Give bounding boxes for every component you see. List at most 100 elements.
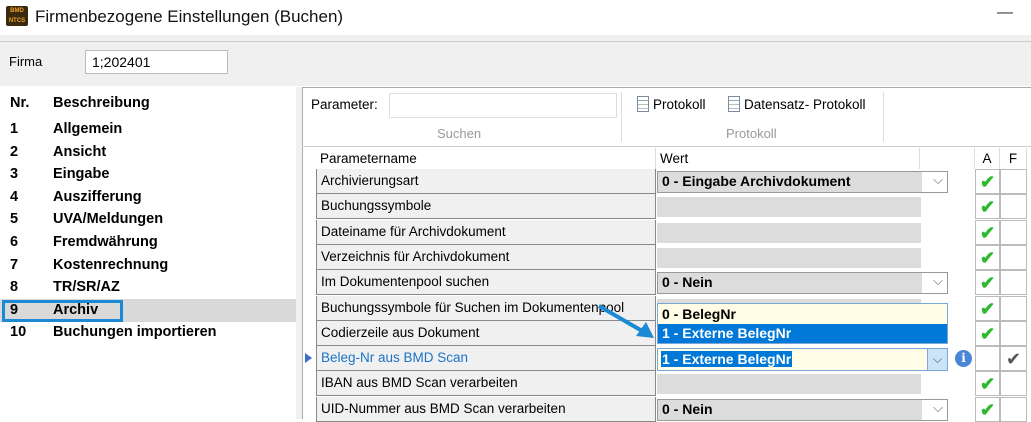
value-combobox[interactable]: 0 - Nein ⌵ [657, 272, 948, 295]
parameter-name: Verzeichnis für Archivdokument [316, 244, 656, 270]
category-nr: 9 [10, 301, 19, 318]
parameter-row[interactable]: Verzeichnis für Archivdokument ✔ [302, 244, 1031, 270]
info-icon[interactable]: i [955, 350, 972, 368]
column-header-f[interactable]: F [1000, 148, 1027, 169]
category-item-10[interactable]: 10 Buchungen importieren [0, 321, 296, 344]
category-nr: 8 [10, 279, 19, 296]
category-nr: 6 [10, 234, 19, 250]
parameter-name: IBAN aus BMD Scan verarbeiten [316, 371, 656, 397]
category-item-2[interactable]: 2 Ansicht [0, 141, 296, 164]
chevron-down-icon[interactable]: ⌵ [933, 172, 943, 187]
parameter-search-input[interactable] [389, 93, 617, 118]
f-checkmark-icon[interactable] [1000, 371, 1027, 397]
value-dropdown-list: 0 - BelegNr 1 - Externe BelegNr [657, 303, 948, 344]
a-checkmark-icon[interactable]: ✔ [975, 320, 1000, 346]
f-checkmark-icon[interactable] [1000, 219, 1027, 245]
parameter-name: Dateiname für Archivdokument [316, 219, 656, 245]
protokoll-group-label: Protokoll [726, 126, 777, 141]
chevron-down-icon[interactable]: ⌵ [927, 349, 947, 371]
parameter-name: Im Dokumentenpool suchen [316, 270, 656, 296]
divider [0, 35, 1031, 41]
parameter-row[interactable]: Dateiname für Archivdokument ✔ [302, 219, 1031, 245]
a-checkmark-icon[interactable]: ✔ [975, 270, 1000, 296]
chevron-down-icon[interactable]: ⌵ [933, 399, 943, 415]
value-combobox[interactable]: 0 - Eingabe Archivdokument ⌵ [657, 171, 948, 193]
minimize-button[interactable]: — [997, 4, 1013, 21]
row-indicator-icon [305, 353, 312, 364]
category-label: Fremdwährung [53, 234, 158, 250]
column-header-a[interactable]: A [975, 148, 1000, 169]
a-checkmark-icon[interactable]: ✔ [975, 371, 1000, 397]
category-item-1[interactable]: 1 Allgemein [0, 118, 296, 141]
firma-input[interactable]: 1;202401 [85, 50, 228, 74]
parameter-row[interactable]: Archivierungsart 0 - Eingabe Archivdokume… [302, 169, 1031, 194]
firma-label: Firma [9, 54, 43, 69]
parameter-row[interactable]: Im Dokumentenpool suchen 0 - Nein ⌵ ✔ [302, 270, 1031, 296]
value-text: 0 - Eingabe Archivdokument [658, 172, 922, 192]
value-field[interactable] [657, 374, 921, 395]
a-checkmark-icon[interactable]: ✔ [975, 169, 1000, 194]
category-item-3[interactable]: 3 Eingabe [0, 163, 296, 186]
dropdown-option-selected[interactable]: 1 - Externe BelegNr [658, 324, 947, 343]
category-item-9[interactable]: 9 Archiv [0, 298, 296, 322]
parameter-label: Parameter: [311, 97, 378, 112]
parameter-name: Buchungssymbole [316, 194, 656, 220]
category-label: Buchungen importieren [53, 324, 217, 341]
value-text: 1 - Externe BelegNr [661, 351, 793, 368]
parameter-row[interactable]: UID-Nummer aus BMD Scan verarbeiten 0 - N… [302, 396, 1031, 422]
divider [621, 92, 622, 142]
category-item-4[interactable]: 4 Auszifferung [0, 186, 296, 209]
parameter-row[interactable]: IBAN aus BMD Scan verarbeiten ✔ [302, 371, 1031, 397]
protokoll-label: Protokoll [653, 96, 706, 112]
parameter-name: UID-Nummer aus BMD Scan verarbeiten [316, 396, 656, 422]
header-nr: Nr. [10, 95, 30, 111]
category-nr: 10 [10, 324, 27, 341]
a-checkmark-icon[interactable]: ✔ [975, 219, 1000, 245]
a-checkmark-icon[interactable]: ✔ [975, 295, 1000, 321]
category-label: UVA/Meldungen [53, 211, 164, 228]
value-field[interactable] [657, 247, 921, 268]
document-icon [728, 96, 740, 112]
category-list: Nr. Beschreibung 1 Allgemein 2 Ansicht 3 Eing… [0, 87, 296, 419]
parameter-row[interactable]: Beleg-Nr aus BMD Scan 1 - Externe BelegN… [302, 346, 1031, 372]
parameter-row[interactable]: Buchungssymbole ✔ [302, 194, 1031, 220]
f-checkmark-icon[interactable] [1000, 396, 1027, 422]
datensatz-protokoll-button[interactable]: Datensatz- Protokoll [728, 96, 866, 112]
a-checkmark-icon[interactable]: ✔ [975, 396, 1000, 422]
category-label: Kostenrechnung [53, 256, 169, 273]
f-checkmark-icon[interactable] [1000, 270, 1027, 296]
category-item-5[interactable]: 5 UVA/Meldungen [0, 208, 296, 231]
category-item-8[interactable]: 8 TR/SR/AZ [0, 276, 296, 299]
column-header-blank [920, 148, 975, 169]
f-checkmark-icon[interactable] [1000, 320, 1027, 346]
category-label: Ansicht [53, 143, 107, 160]
selection-highlight [2, 300, 123, 322]
f-checkmark-icon[interactable] [1000, 194, 1027, 220]
arrow-annotation-icon [597, 304, 654, 338]
category-item-6[interactable]: 6 Fremdwährung [0, 231, 296, 254]
chevron-down-icon[interactable]: ⌵ [933, 273, 943, 289]
value-field[interactable] [657, 197, 921, 218]
search-group-label: Suchen [437, 126, 482, 141]
f-checkmark-icon[interactable]: ✔ [1000, 346, 1027, 372]
column-header-parametername[interactable]: Parametername [316, 148, 656, 169]
divider [302, 146, 1031, 147]
title-bar [0, 0, 1031, 35]
value-combobox[interactable]: 1 - Externe BelegNr ⌵ [657, 348, 948, 372]
category-nr: 5 [10, 211, 19, 228]
column-header-wert[interactable]: Wert [656, 148, 920, 169]
dropdown-option[interactable]: 0 - BelegNr [662, 306, 736, 322]
f-checkmark-icon[interactable] [1000, 169, 1027, 194]
a-checkmark-icon[interactable]: ✔ [975, 194, 1000, 220]
value-combobox[interactable]: 0 - Nein ⌵ [657, 398, 948, 421]
category-item-7[interactable]: 7 Kostenrechnung [0, 254, 296, 277]
parameter-name: Beleg-Nr aus BMD Scan [316, 346, 656, 372]
category-label: Allgemein [53, 121, 123, 137]
a-checkmark-icon[interactable]: ✔ [975, 244, 1000, 270]
f-checkmark-icon[interactable] [1000, 244, 1027, 270]
a-checkmark-icon[interactable] [975, 346, 1000, 372]
protokoll-button[interactable]: Protokoll [637, 96, 706, 112]
f-checkmark-icon[interactable] [1000, 295, 1027, 321]
splitter[interactable] [296, 87, 302, 419]
value-field[interactable] [657, 222, 921, 243]
